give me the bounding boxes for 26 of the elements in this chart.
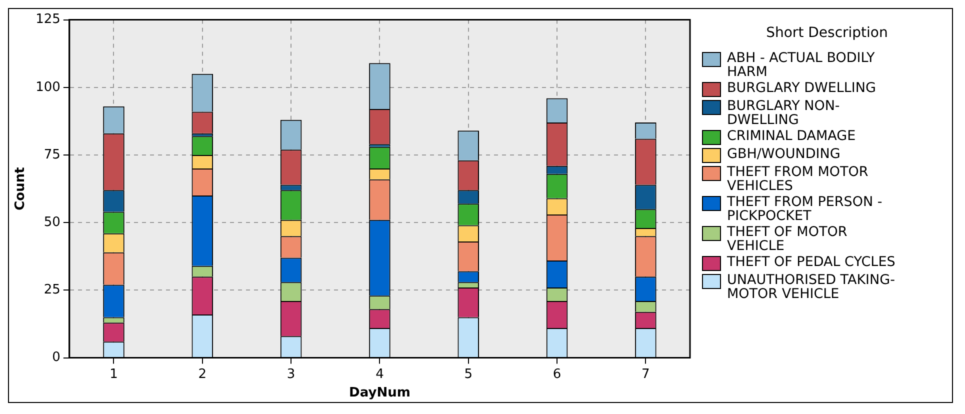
y-tick-label: 25 <box>44 282 60 298</box>
legend-label: UNAUTHORISED TAKING-MOTOR VEHICLE <box>727 272 896 302</box>
x-tick-label: 2 <box>198 366 207 382</box>
legend-label: THEFT OF PEDAL CYCLES <box>727 254 896 270</box>
x-tick-label: 6 <box>552 366 562 382</box>
x-tick-label: 1 <box>110 366 118 382</box>
x-tick-label: 3 <box>286 366 296 382</box>
legend-label: BURGLARY DWELLING <box>727 80 877 96</box>
x-tick-label: 7 <box>642 366 650 382</box>
legend-label: CRIMINAL DAMAGE <box>727 128 857 144</box>
y-tick-label: 125 <box>36 12 60 28</box>
y-axis-title: Count <box>13 167 28 210</box>
y-tick-label: 50 <box>44 214 60 230</box>
legend-label: ABH - ACTUAL BODILY HARM <box>727 50 876 80</box>
y-tick-label: 75 <box>44 147 60 162</box>
y-tick-label: 100 <box>36 80 60 95</box>
x-tick-label: 5 <box>464 366 472 382</box>
y-tick-label: 0 <box>52 350 60 366</box>
x-axis-title: DayNum <box>349 386 410 401</box>
legend-label: THEFT FROM MOTOR VEHICLES <box>727 164 870 194</box>
legend-label: THEFT OF MOTOR VEHICLE <box>727 224 848 254</box>
legend-label: THEFT FROM PERSON - PICKPOCKET <box>727 194 884 224</box>
legend-label: BURGLARY NON-DWELLING <box>727 98 841 128</box>
x-tick-label: 4 <box>376 366 384 382</box>
legend-label: GBH/WOUNDING <box>727 146 842 162</box>
legend-title: Short Description <box>765 25 889 41</box>
